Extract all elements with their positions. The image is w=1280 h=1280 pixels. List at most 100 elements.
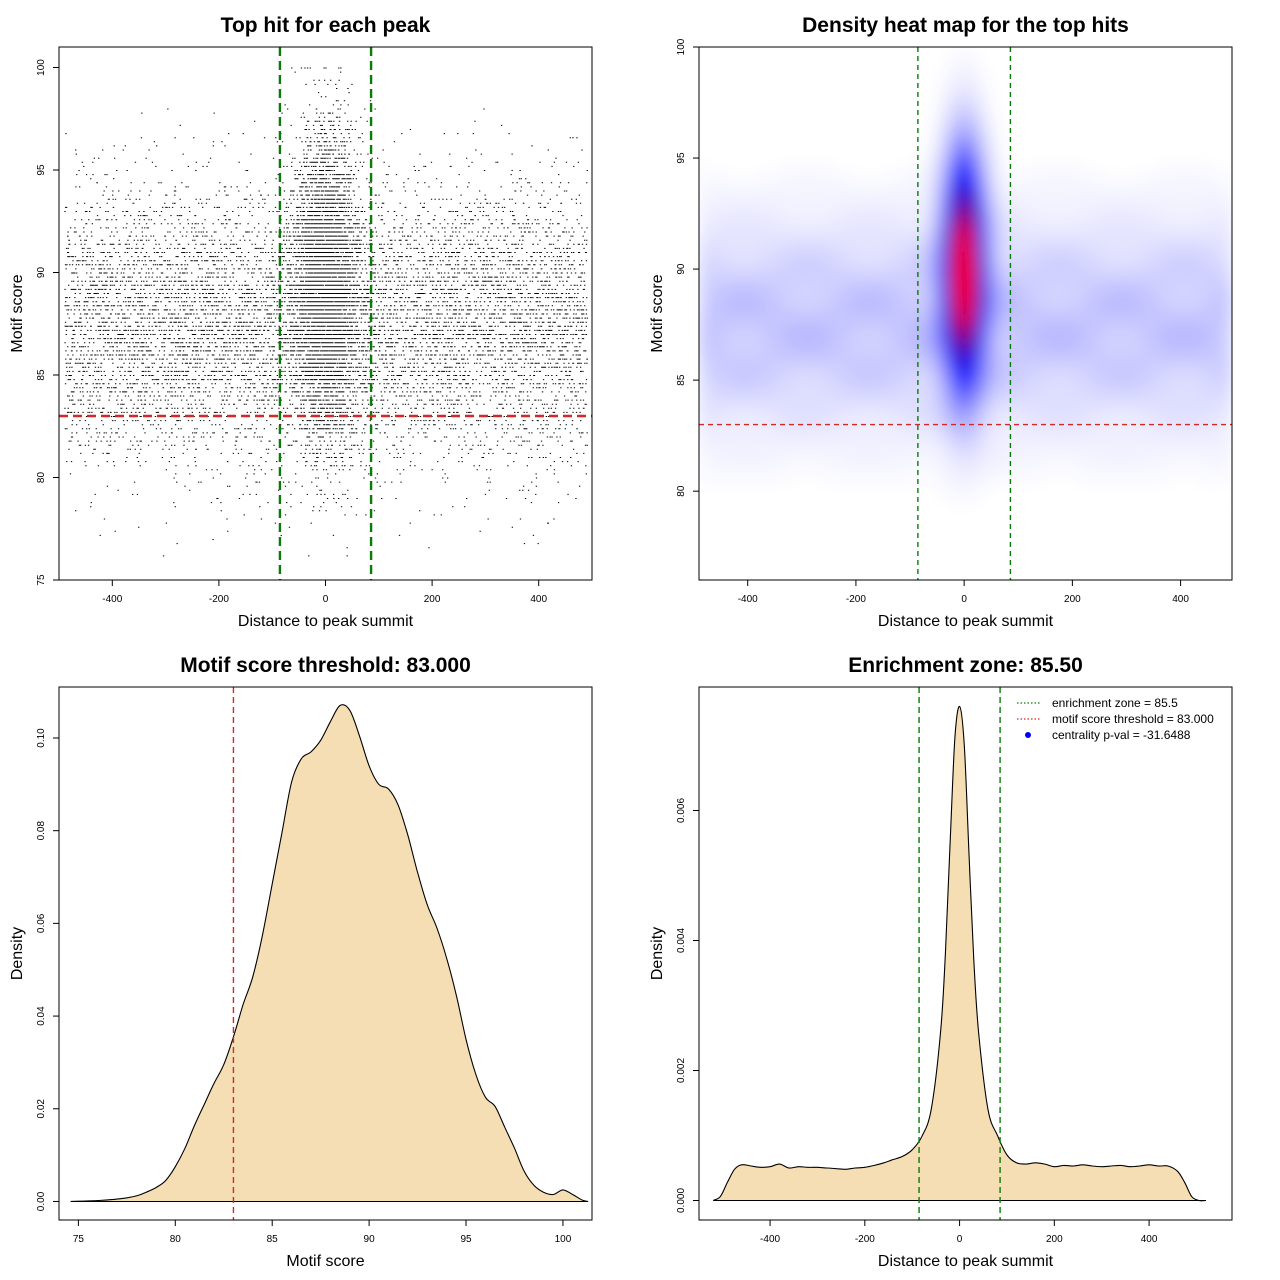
heatmap-cell (912, 215, 919, 226)
heatmap-cell (983, 349, 990, 359)
heatmap-cell (888, 189, 895, 199)
heatmap-cell (1048, 357, 1055, 368)
heatmap-cell (882, 420, 890, 430)
heatmap-cell (1083, 304, 1091, 315)
heatmap-cell (971, 153, 978, 164)
heatmap-cell (1095, 180, 1103, 190)
heatmap-cell (977, 411, 984, 421)
heatmap-cell (847, 189, 854, 199)
heatmap-cell (1137, 429, 1144, 439)
heatmap-cell (965, 455, 972, 466)
heatmap-cell (983, 278, 990, 288)
heatmap-cell (924, 357, 931, 368)
heatmap-cell (847, 242, 854, 252)
heatmap-cell (1149, 340, 1156, 350)
heatmap-cell (710, 402, 718, 412)
heatmap-cell (1012, 206, 1020, 217)
heatmap-cell (1166, 286, 1174, 297)
heatmap-cell (734, 286, 741, 297)
heatmap-cell (858, 331, 866, 341)
heatmap-cell (1113, 340, 1121, 350)
heatmap-cell (900, 180, 907, 190)
heatmap-cell (699, 322, 706, 332)
heatmap-cell (1160, 464, 1168, 474)
heatmap-cell (1131, 189, 1138, 199)
heatmap-cell (935, 340, 943, 350)
heatmap-cell (1072, 180, 1079, 190)
heatmap-cell (1160, 340, 1168, 350)
heatmap-cell (918, 278, 925, 288)
heatmap-cell (900, 437, 907, 448)
heatmap-cell (1083, 233, 1091, 244)
heatmap-cell (953, 402, 961, 412)
heatmap-cell (722, 340, 730, 350)
heatmap-cell (1066, 340, 1073, 350)
heatmap-cell (1155, 437, 1162, 448)
heatmap-cell (995, 242, 1002, 252)
heatmap-cell (971, 135, 978, 146)
heatmap-cell (835, 224, 842, 235)
heatmap-cell (1143, 437, 1150, 448)
heatmap-cell (977, 340, 984, 350)
heatmap-cell (995, 402, 1002, 412)
heatmap-cell (858, 304, 866, 315)
heatmap-cell (977, 198, 984, 208)
heatmap-cell (1220, 473, 1227, 483)
heatmap-cell (835, 206, 842, 217)
heatmap-cell (900, 189, 907, 199)
heatmap-cell (1184, 304, 1192, 315)
heatmap-cell (1101, 340, 1109, 350)
heatmap-cell (1060, 206, 1067, 217)
heatmap-cell (699, 464, 706, 474)
heatmap-cell (1196, 375, 1203, 386)
heatmap-cell (858, 189, 866, 199)
heatmap-cell (1036, 233, 1044, 244)
heatmap-cell (906, 251, 913, 261)
heatmap-cell (1131, 402, 1138, 412)
heatmap-cell (1226, 260, 1232, 270)
heatmap-cell (1166, 189, 1174, 199)
heatmap-cell (989, 411, 996, 421)
heatmap-cell (1190, 313, 1197, 323)
heatmap-cell (740, 269, 747, 279)
heatmap-cell (704, 437, 712, 448)
heatmap-cell (740, 286, 747, 297)
heatmap-cell (1155, 251, 1162, 261)
heatmap-cell (959, 446, 967, 457)
heatmap-cell (965, 215, 972, 226)
heatmap-cell (835, 429, 842, 439)
heatmap-cell (912, 429, 919, 439)
heatmap-cell (716, 233, 724, 244)
heatmap-cell (1155, 455, 1162, 466)
heatmap-cell (1060, 269, 1067, 279)
heatmap-cell (941, 278, 949, 288)
heatmap-cell (1113, 402, 1121, 412)
heatmap-cell (888, 242, 895, 252)
heatmap-cell (722, 349, 730, 359)
heatmap-cell (935, 429, 943, 439)
heatmap-cell (716, 411, 724, 421)
heatmap-cell (864, 224, 872, 235)
heatmap-cell (1042, 206, 1049, 217)
heatmap-cell (1036, 429, 1044, 439)
heatmap-cell (947, 437, 955, 448)
heatmap-cell (1018, 357, 1026, 368)
heatmap-cell (947, 384, 955, 395)
heatmap-cell (1101, 251, 1109, 261)
heatmap-cell (770, 446, 777, 457)
heatmap-cell (947, 278, 955, 288)
heatmap-cell (935, 295, 943, 306)
heatmap-cell (764, 260, 771, 270)
heatmap-cell (971, 340, 978, 350)
heatmap-cell (953, 224, 961, 235)
heatmap-cell (1160, 313, 1168, 323)
heatmap-cell (965, 135, 972, 146)
heatmap-cell (1095, 215, 1103, 226)
heatmap-cell (941, 437, 949, 448)
heatmap-cell (1101, 278, 1109, 288)
heatmap-cell (746, 233, 753, 244)
heatmap-cell (924, 153, 931, 164)
heatmap-cell (1018, 260, 1026, 270)
heatmap-cell (793, 215, 801, 226)
heatmap-cell (1131, 233, 1138, 244)
